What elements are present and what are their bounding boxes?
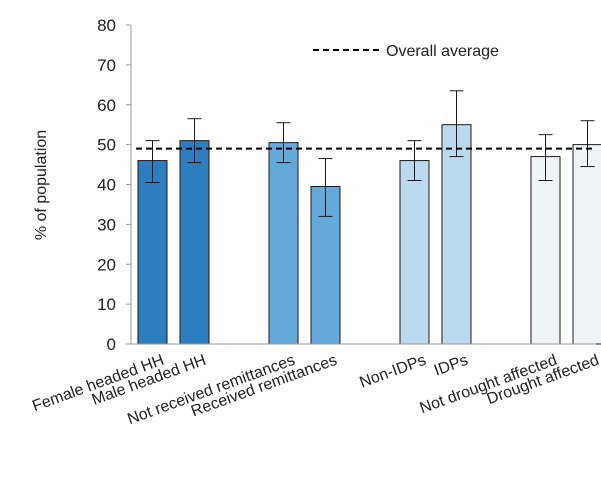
y-tick-label: 30 (97, 215, 116, 234)
bar-non-idps (399, 160, 430, 345)
bars-layer (137, 124, 601, 345)
bar-not-drought-affected (530, 156, 561, 345)
y-axis-ticks: 0 10 20 30 40 50 60 70 80 (97, 16, 131, 354)
y-tick-label: 80 (97, 16, 116, 35)
bar-male-headed-hh (179, 140, 210, 345)
legend: Overall average (313, 43, 499, 60)
y-tick-label: 60 (97, 96, 116, 115)
y-axis-title: % of population (33, 130, 50, 240)
x-tick-label-idps: IDPs (432, 352, 470, 380)
bar-not-received-remittances (268, 142, 299, 345)
y-tick-label: 70 (97, 56, 116, 75)
legend-label-overall-average: Overall average (386, 43, 499, 60)
y-tick-label: 40 (97, 176, 116, 195)
y-tick-label: 50 (97, 136, 116, 155)
y-tick-label: 0 (107, 335, 116, 354)
bar-female-headed-hh (137, 160, 168, 345)
bar-drought-affected (572, 144, 601, 345)
y-tick-label: 10 (97, 295, 116, 314)
y-tick-label: 20 (97, 255, 116, 274)
bar-idps (441, 124, 472, 345)
error-bars-layer (145, 90, 595, 217)
x-tick-label-non-idps: Non-IDPs (357, 352, 428, 392)
